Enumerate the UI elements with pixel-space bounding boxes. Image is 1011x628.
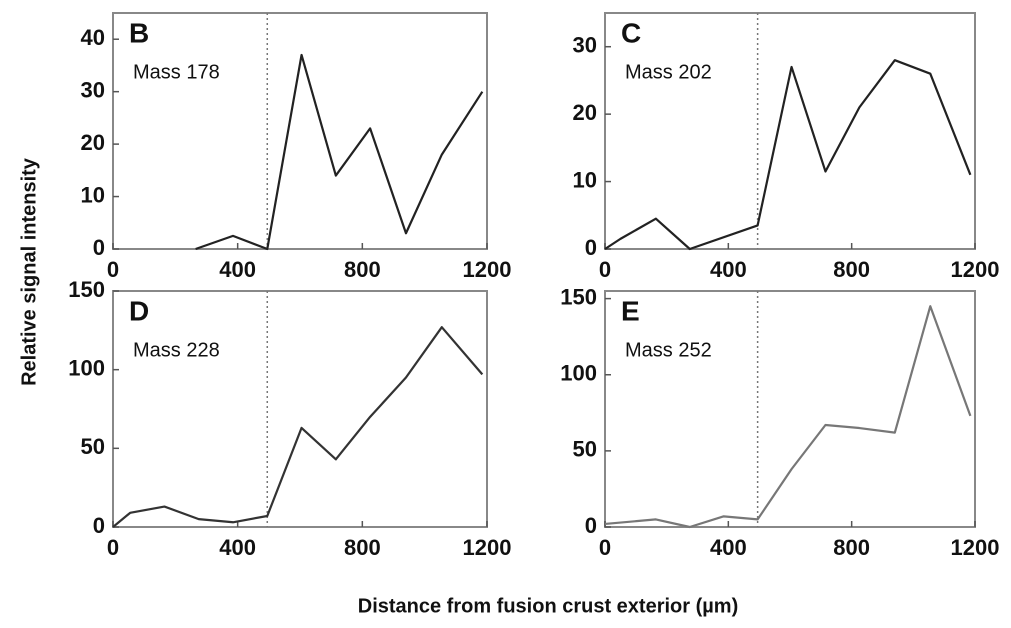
y-tick-label: 10 bbox=[81, 182, 105, 207]
data-line bbox=[195, 53, 484, 251]
x-axis-label: Distance from fusion crust exterior (µm) bbox=[358, 595, 739, 617]
y-tick-label: 20 bbox=[573, 100, 597, 125]
y-tick-label: 40 bbox=[81, 25, 105, 50]
y-tick-label: 30 bbox=[573, 33, 597, 58]
x-tick-label: 0 bbox=[107, 257, 119, 282]
x-tick-label: 400 bbox=[710, 535, 747, 560]
panel-letter: E bbox=[621, 295, 640, 326]
x-tick-label: 400 bbox=[219, 535, 256, 560]
y-tick-label: 10 bbox=[573, 167, 597, 192]
y-tick-label: 100 bbox=[68, 355, 105, 380]
y-tick-label: 0 bbox=[585, 235, 597, 260]
panel-letter: C bbox=[621, 17, 641, 48]
y-tick-label: 150 bbox=[560, 284, 597, 309]
y-axis-label: Relative signal intensity bbox=[18, 157, 40, 386]
panel-label: Mass 202 bbox=[625, 61, 712, 83]
x-tick-label: 400 bbox=[710, 257, 747, 282]
x-tick-label: 1200 bbox=[463, 257, 512, 282]
x-tick-label: 1200 bbox=[951, 535, 1000, 560]
data-line bbox=[604, 305, 972, 529]
y-tick-label: 30 bbox=[81, 77, 105, 102]
x-tick-label: 800 bbox=[344, 257, 381, 282]
y-tick-label: 0 bbox=[93, 235, 105, 260]
y-tick-label: 100 bbox=[560, 361, 597, 386]
x-tick-label: 400 bbox=[219, 257, 256, 282]
x-tick-label: 0 bbox=[599, 535, 611, 560]
x-tick-label: 1200 bbox=[463, 535, 512, 560]
plot-frame bbox=[604, 12, 976, 250]
y-tick-label: 0 bbox=[93, 513, 105, 538]
x-tick-label: 800 bbox=[344, 535, 381, 560]
y-tick-label: 20 bbox=[81, 130, 105, 155]
panel-label: Mass 228 bbox=[133, 339, 220, 361]
x-tick-label: 0 bbox=[599, 257, 611, 282]
x-tick-label: 0 bbox=[107, 535, 119, 560]
panel-label: Mass 252 bbox=[625, 339, 712, 361]
x-tick-label: 800 bbox=[833, 535, 870, 560]
plot-frame bbox=[604, 290, 976, 528]
x-tick-label: 800 bbox=[833, 257, 870, 282]
data-line bbox=[604, 59, 972, 251]
panel-letter: B bbox=[129, 17, 149, 48]
y-tick-label: 50 bbox=[573, 437, 597, 462]
y-tick-label: 150 bbox=[68, 277, 105, 302]
y-tick-label: 50 bbox=[81, 434, 105, 459]
panel-letter: D bbox=[129, 295, 149, 326]
panel-label: Mass 178 bbox=[133, 61, 220, 83]
x-tick-label: 1200 bbox=[951, 257, 1000, 282]
data-line bbox=[112, 326, 484, 528]
plot-frame bbox=[112, 12, 488, 250]
plot-frame bbox=[112, 290, 488, 528]
y-tick-label: 0 bbox=[585, 513, 597, 538]
